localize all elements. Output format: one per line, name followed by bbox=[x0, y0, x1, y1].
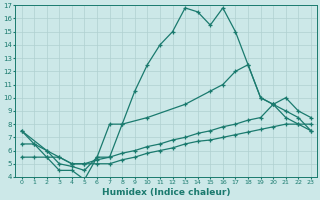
X-axis label: Humidex (Indice chaleur): Humidex (Indice chaleur) bbox=[102, 188, 230, 197]
